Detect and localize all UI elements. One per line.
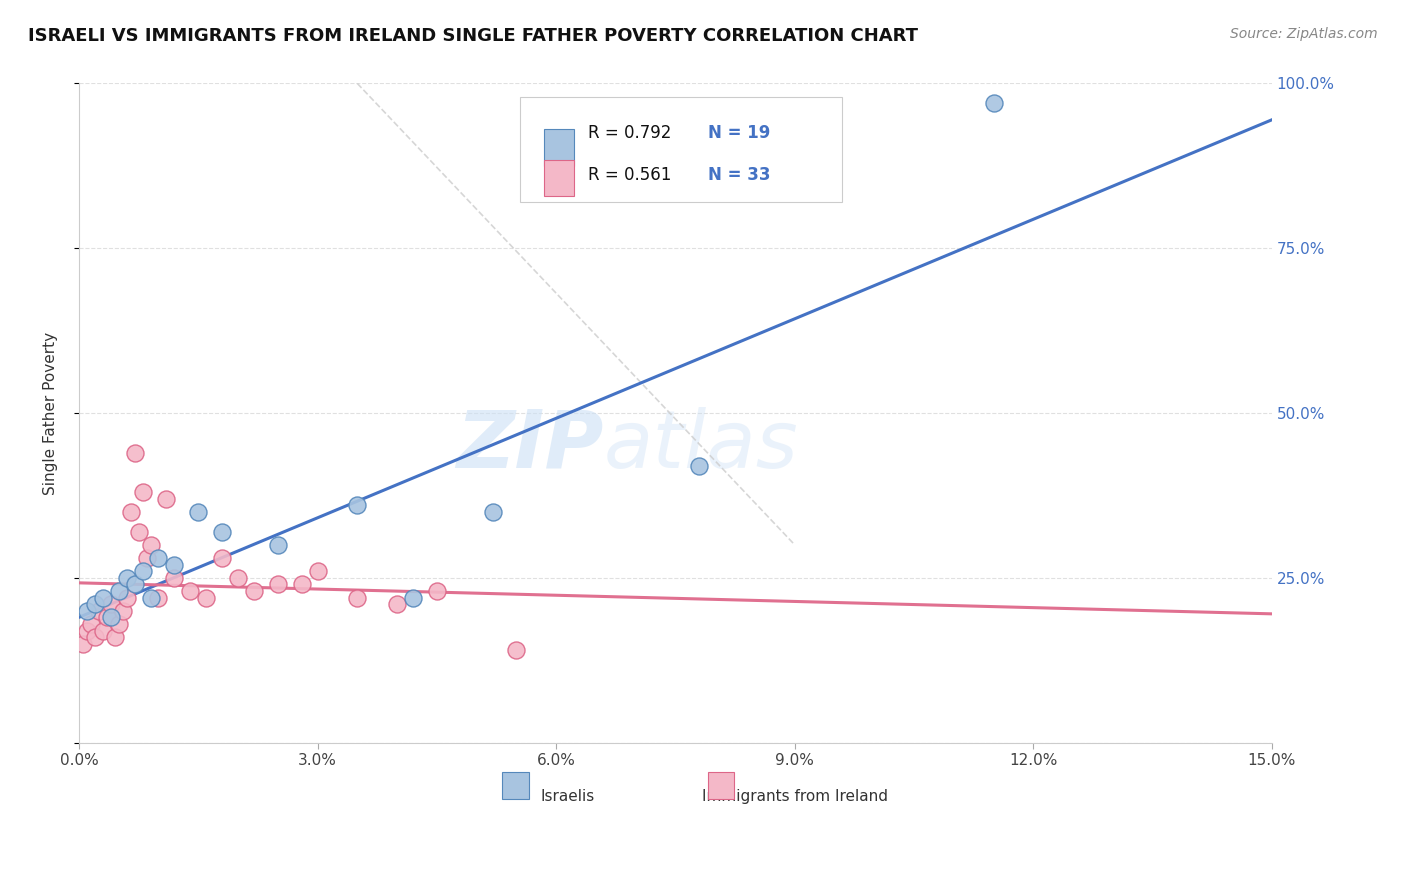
Text: Immigrants from Ireland: Immigrants from Ireland bbox=[702, 789, 887, 804]
Point bbox=[267, 538, 290, 552]
Point bbox=[120, 505, 142, 519]
Point bbox=[135, 551, 157, 566]
Point bbox=[96, 610, 118, 624]
Point bbox=[163, 558, 186, 572]
Point bbox=[83, 597, 105, 611]
Point bbox=[131, 564, 153, 578]
Point bbox=[346, 591, 368, 605]
Point bbox=[80, 616, 103, 631]
Point bbox=[83, 630, 105, 644]
Point bbox=[115, 591, 138, 605]
Point bbox=[402, 591, 425, 605]
Text: N = 33: N = 33 bbox=[707, 166, 770, 184]
Text: ZIP: ZIP bbox=[457, 407, 603, 485]
Point bbox=[195, 591, 218, 605]
Point bbox=[91, 624, 114, 638]
Text: N = 19: N = 19 bbox=[707, 124, 770, 142]
Text: atlas: atlas bbox=[603, 407, 799, 485]
Text: R = 0.561: R = 0.561 bbox=[588, 166, 672, 184]
Point bbox=[155, 491, 177, 506]
Point bbox=[148, 551, 170, 566]
Point bbox=[243, 584, 266, 599]
Point bbox=[148, 591, 170, 605]
FancyBboxPatch shape bbox=[544, 160, 574, 196]
Point bbox=[131, 485, 153, 500]
Point bbox=[107, 584, 129, 599]
Point bbox=[124, 577, 146, 591]
Point bbox=[91, 591, 114, 605]
Point bbox=[107, 616, 129, 631]
Text: ISRAELI VS IMMIGRANTS FROM IRELAND SINGLE FATHER POVERTY CORRELATION CHART: ISRAELI VS IMMIGRANTS FROM IRELAND SINGL… bbox=[28, 27, 918, 45]
FancyBboxPatch shape bbox=[520, 96, 842, 202]
Point bbox=[139, 538, 162, 552]
Point bbox=[87, 604, 110, 618]
Point bbox=[139, 591, 162, 605]
Point bbox=[211, 524, 233, 539]
Point bbox=[72, 637, 94, 651]
Point bbox=[481, 505, 503, 519]
FancyBboxPatch shape bbox=[544, 129, 574, 166]
Text: Israelis: Israelis bbox=[541, 789, 595, 804]
Point bbox=[76, 604, 98, 618]
Point bbox=[179, 584, 201, 599]
Point bbox=[211, 551, 233, 566]
Point bbox=[100, 597, 122, 611]
Point bbox=[267, 577, 290, 591]
Point bbox=[100, 610, 122, 624]
Point bbox=[104, 630, 127, 644]
Point bbox=[307, 564, 329, 578]
Point bbox=[505, 643, 527, 657]
Point bbox=[385, 597, 408, 611]
FancyBboxPatch shape bbox=[707, 772, 734, 798]
Point bbox=[128, 524, 150, 539]
Point bbox=[346, 498, 368, 512]
Y-axis label: Single Father Poverty: Single Father Poverty bbox=[44, 332, 58, 494]
Point bbox=[115, 571, 138, 585]
Text: R = 0.792: R = 0.792 bbox=[588, 124, 672, 142]
Text: Source: ZipAtlas.com: Source: ZipAtlas.com bbox=[1230, 27, 1378, 41]
Point bbox=[124, 445, 146, 459]
Point bbox=[983, 96, 1005, 111]
Point bbox=[187, 505, 209, 519]
Point bbox=[291, 577, 314, 591]
Point bbox=[426, 584, 449, 599]
FancyBboxPatch shape bbox=[502, 772, 529, 798]
Point bbox=[163, 571, 186, 585]
Point bbox=[688, 458, 710, 473]
Point bbox=[111, 604, 134, 618]
Point bbox=[226, 571, 249, 585]
Point bbox=[76, 624, 98, 638]
